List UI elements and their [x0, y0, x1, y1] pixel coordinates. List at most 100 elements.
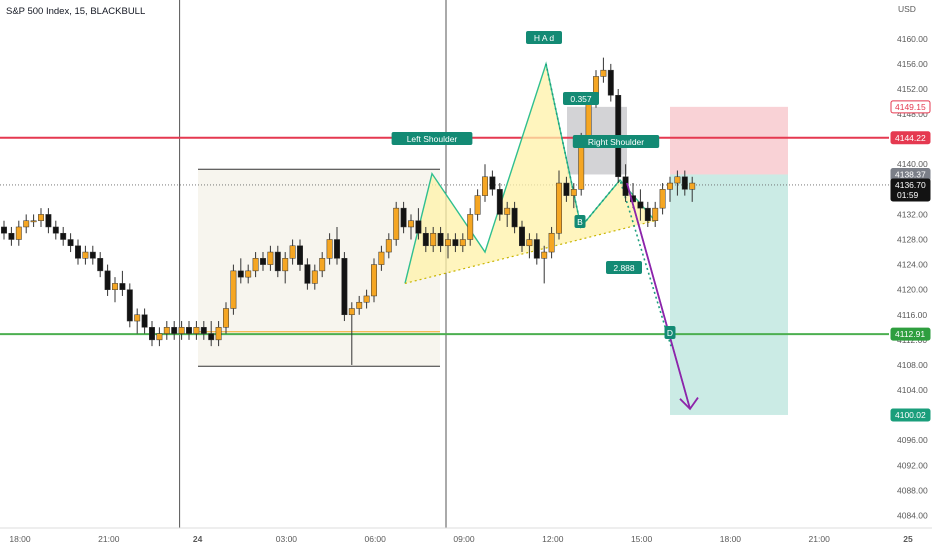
candle-body — [297, 245, 303, 265]
candle — [1, 220, 7, 240]
candle-body — [193, 327, 200, 334]
candle-body — [186, 327, 192, 334]
candle — [659, 183, 666, 215]
candle — [681, 170, 688, 196]
candle — [230, 264, 237, 315]
y-tick-label: 4120.00 — [897, 285, 928, 295]
candle-body — [378, 251, 385, 265]
candle — [519, 220, 525, 253]
candle-body — [82, 251, 89, 259]
y-tick-label: 4096.00 — [897, 435, 928, 445]
y-tick-label: 4148.00 — [897, 109, 928, 119]
candle-body — [52, 226, 59, 234]
candle-body — [504, 207, 511, 215]
x-tick-label: 21:00 — [809, 534, 831, 544]
candle — [600, 57, 607, 83]
candle — [311, 264, 318, 290]
price-badge-text: 4136.70 — [895, 180, 926, 190]
candle-body — [282, 258, 289, 272]
y-tick-label: 4128.00 — [897, 235, 928, 245]
candle — [186, 321, 192, 340]
candle-body — [8, 232, 15, 240]
x-tick-label: 03:00 — [276, 534, 298, 544]
candle-body — [319, 258, 326, 272]
candle-body — [237, 270, 244, 278]
candle-body — [1, 226, 7, 234]
candle-body — [674, 176, 681, 184]
candle — [30, 214, 37, 227]
candle — [489, 170, 496, 196]
x-tick-label: 21:00 — [98, 534, 120, 544]
price-badge-bg — [890, 408, 931, 422]
candle — [548, 226, 555, 259]
candle — [541, 245, 548, 284]
candle-body — [304, 264, 311, 284]
y-tick-label: 4088.00 — [897, 485, 928, 495]
candle — [674, 170, 681, 196]
target-zone — [670, 174, 788, 415]
candle-body — [363, 295, 370, 303]
x-tick-label: 24 — [193, 534, 203, 544]
candle-body — [60, 232, 67, 240]
candle-body — [126, 289, 133, 322]
candle — [156, 327, 163, 347]
candle — [348, 302, 355, 365]
y-tick-label: 4160.00 — [897, 34, 928, 44]
candle — [689, 176, 696, 202]
candle-body — [511, 207, 518, 228]
price-badge-text: 4144.22 — [895, 133, 926, 143]
candle-body — [585, 101, 592, 140]
candle-body — [445, 239, 451, 247]
label-b-text: B — [577, 217, 583, 227]
candle-body — [260, 258, 266, 265]
y-tick-label: 4104.00 — [897, 385, 928, 395]
label-b: B — [574, 215, 586, 228]
candle-body — [30, 220, 37, 223]
price-badge: 4144.22 — [890, 131, 931, 145]
candle — [363, 289, 370, 309]
candle — [171, 321, 178, 340]
candle-body — [474, 195, 481, 215]
candle — [422, 226, 429, 253]
x-tick-label: 18:00 — [720, 534, 742, 544]
candle — [75, 239, 81, 265]
candle — [326, 233, 333, 265]
candle — [445, 233, 451, 259]
candle — [82, 245, 89, 265]
candle-body — [267, 251, 274, 265]
candle — [23, 214, 30, 234]
price-badge-bg — [890, 327, 931, 341]
label-head: H A d — [526, 31, 562, 44]
candle — [511, 201, 518, 234]
label-d: D — [664, 326, 676, 339]
candle-body — [667, 182, 673, 190]
price-badge-text: 4100.02 — [895, 410, 926, 420]
candle-body — [15, 226, 22, 240]
candle — [563, 176, 570, 202]
candle — [385, 233, 392, 259]
candle — [356, 295, 363, 315]
price-axis — [889, 0, 932, 550]
price-badge-countdown: 01:59 — [897, 190, 919, 200]
stop-zone — [670, 106, 788, 175]
candle-body — [163, 327, 170, 334]
candle — [104, 264, 111, 296]
candle — [260, 252, 266, 271]
price-badge-text: 4138.37 — [895, 169, 926, 179]
candle-body — [400, 207, 407, 228]
candle — [119, 270, 126, 296]
candle — [8, 226, 15, 246]
candle — [215, 321, 222, 347]
candle-body — [38, 214, 44, 221]
candle — [452, 233, 459, 253]
y-tick-label: 4092.00 — [897, 460, 928, 470]
x-tick-label: 06:00 — [365, 534, 387, 544]
candle — [267, 245, 274, 271]
candle — [459, 233, 466, 253]
price-badge: 4112.91 — [890, 327, 931, 341]
candle-body — [134, 314, 141, 322]
price-badge-bg — [890, 178, 931, 202]
ratio-label-1-text: 0.357 — [570, 94, 592, 104]
candle-body — [230, 270, 237, 309]
